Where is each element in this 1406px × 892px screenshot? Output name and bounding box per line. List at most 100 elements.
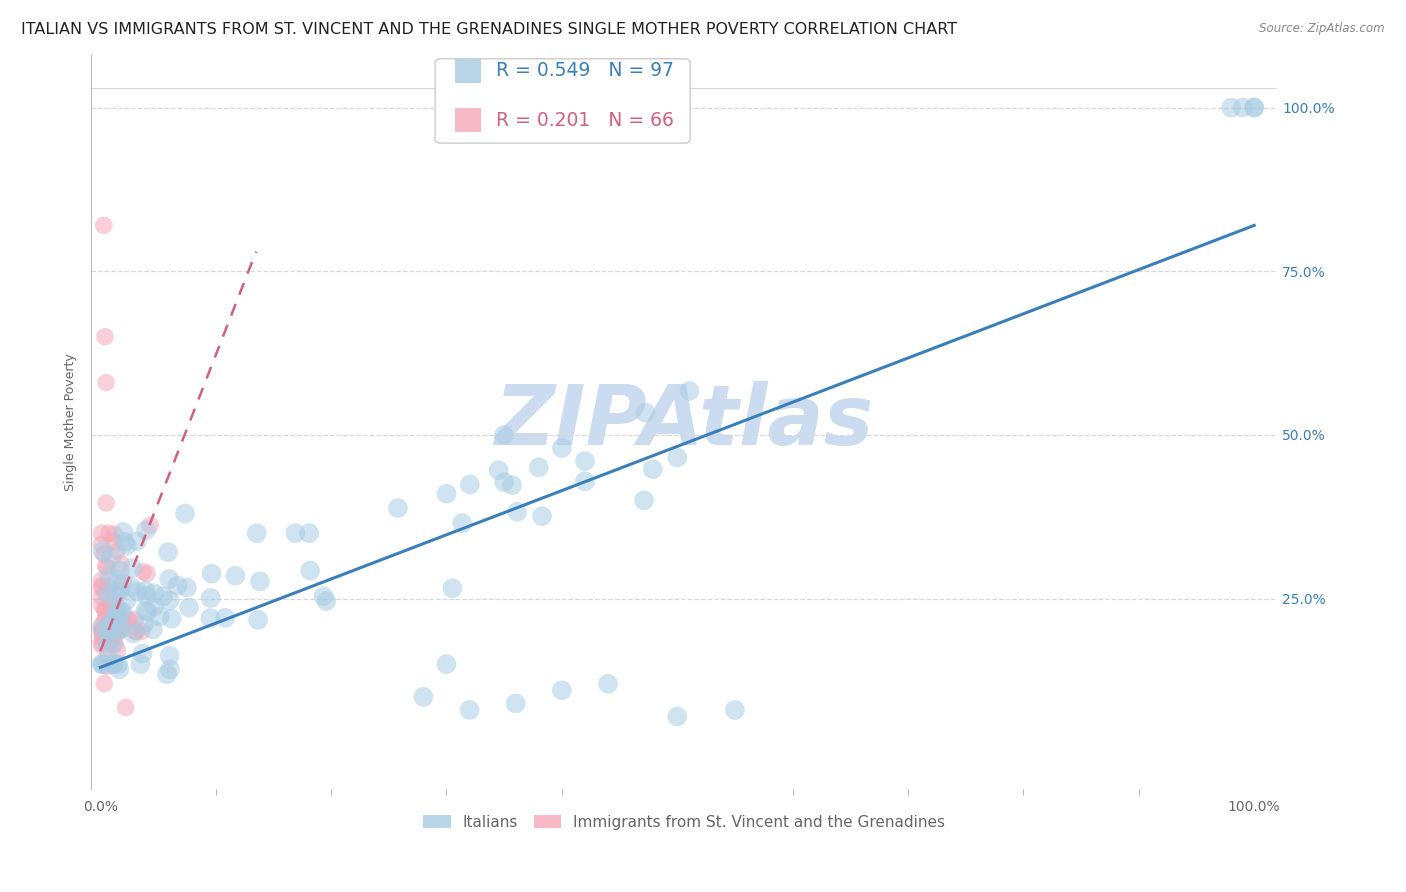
Point bbox=[100, 550, 122, 565]
Bar bbox=[456, 59, 481, 83]
Point bbox=[108, 564, 131, 578]
Point bbox=[94, 624, 117, 639]
Point bbox=[114, 535, 136, 549]
Point bbox=[451, 516, 474, 531]
Point bbox=[97, 526, 120, 541]
Point bbox=[122, 626, 145, 640]
Point bbox=[110, 606, 132, 620]
Point bbox=[135, 523, 157, 537]
Point bbox=[103, 534, 125, 549]
Point bbox=[200, 566, 222, 581]
Point bbox=[90, 579, 112, 593]
Point bbox=[1243, 101, 1265, 115]
Point bbox=[105, 605, 128, 619]
Point bbox=[98, 622, 121, 636]
Point bbox=[666, 709, 689, 723]
Point bbox=[96, 588, 118, 602]
Point bbox=[159, 648, 181, 663]
Point bbox=[107, 624, 129, 639]
Point bbox=[494, 475, 516, 489]
Point bbox=[412, 690, 434, 704]
Point bbox=[98, 631, 121, 645]
Point bbox=[91, 624, 114, 639]
Point bbox=[125, 624, 148, 639]
Point bbox=[157, 572, 180, 586]
Point bbox=[124, 612, 146, 626]
Point bbox=[94, 558, 117, 573]
Point bbox=[299, 564, 322, 578]
Legend: Italians, Immigrants from St. Vincent and the Grenadines: Italians, Immigrants from St. Vincent an… bbox=[418, 809, 952, 836]
Point bbox=[124, 624, 146, 639]
Point bbox=[127, 584, 149, 599]
Point bbox=[104, 637, 127, 651]
Point bbox=[91, 544, 114, 558]
Point bbox=[136, 605, 159, 619]
Point bbox=[633, 493, 655, 508]
Point bbox=[103, 624, 125, 639]
Point bbox=[152, 590, 174, 604]
Point bbox=[125, 534, 148, 549]
Point bbox=[96, 610, 118, 624]
Point bbox=[315, 594, 337, 608]
Text: ZIPAtlas: ZIPAtlas bbox=[495, 382, 875, 462]
Point bbox=[91, 657, 114, 672]
Point bbox=[108, 662, 131, 676]
Point bbox=[90, 581, 112, 595]
Point bbox=[91, 624, 114, 639]
Point bbox=[166, 578, 188, 592]
Point bbox=[90, 639, 112, 653]
Point bbox=[107, 601, 129, 615]
Point bbox=[501, 478, 523, 492]
Point bbox=[436, 657, 458, 672]
Point bbox=[105, 587, 128, 601]
Point bbox=[666, 450, 689, 465]
Point bbox=[111, 621, 134, 635]
Point bbox=[312, 589, 335, 603]
Point bbox=[100, 633, 122, 648]
FancyBboxPatch shape bbox=[434, 59, 690, 143]
Point bbox=[157, 545, 180, 559]
Point bbox=[132, 565, 155, 579]
Point bbox=[115, 593, 138, 607]
Point bbox=[90, 599, 112, 613]
Point bbox=[98, 596, 121, 610]
Text: Source: ZipAtlas.com: Source: ZipAtlas.com bbox=[1260, 22, 1385, 36]
Point bbox=[90, 624, 112, 639]
Point bbox=[93, 624, 115, 639]
Point bbox=[96, 639, 118, 653]
Point bbox=[118, 613, 141, 627]
Point bbox=[103, 637, 125, 651]
Point bbox=[100, 624, 122, 639]
Point bbox=[284, 526, 307, 541]
Point bbox=[634, 406, 657, 420]
Point bbox=[107, 574, 129, 588]
Point bbox=[131, 647, 153, 661]
Point bbox=[90, 618, 112, 632]
Point bbox=[93, 219, 115, 233]
Point bbox=[112, 574, 135, 589]
Point bbox=[176, 581, 198, 595]
Point bbox=[574, 454, 596, 468]
Point bbox=[441, 581, 464, 595]
Point bbox=[596, 677, 619, 691]
Point bbox=[110, 582, 132, 596]
Point bbox=[149, 609, 172, 624]
Point bbox=[93, 614, 115, 628]
Point bbox=[93, 603, 115, 617]
Point bbox=[94, 625, 117, 640]
Point bbox=[531, 509, 554, 524]
Point bbox=[298, 526, 321, 541]
Point bbox=[112, 524, 135, 539]
Point bbox=[200, 591, 222, 605]
Point bbox=[94, 329, 117, 343]
Point bbox=[103, 587, 125, 601]
Point bbox=[134, 583, 156, 598]
Point bbox=[136, 566, 159, 581]
Point bbox=[105, 624, 128, 639]
Point bbox=[91, 621, 114, 635]
Point bbox=[90, 526, 112, 541]
Point bbox=[105, 610, 128, 624]
Point bbox=[105, 624, 128, 639]
Point bbox=[143, 586, 166, 600]
Point bbox=[91, 624, 114, 639]
